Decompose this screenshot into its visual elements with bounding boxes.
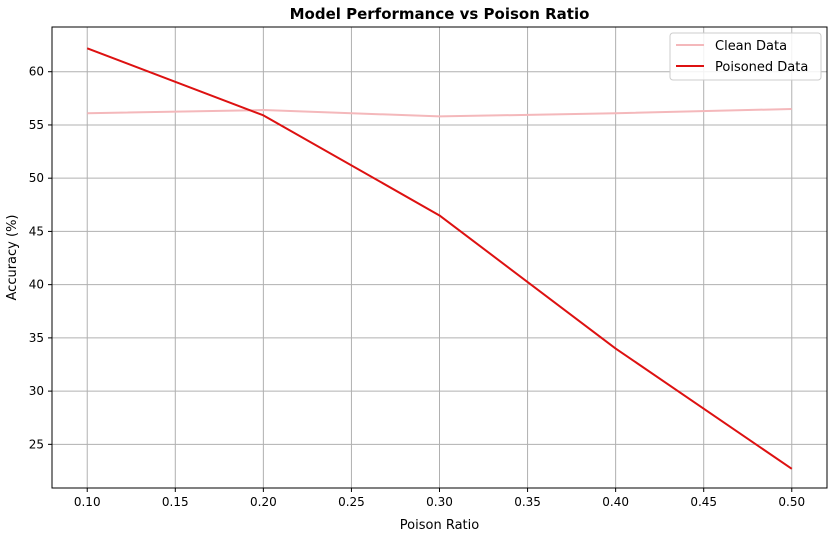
chart-title: Model Performance vs Poison Ratio xyxy=(290,5,590,23)
legend-label: Poisoned Data xyxy=(715,60,808,75)
x-tick-label: 0.50 xyxy=(778,495,805,509)
legend: Clean Data Poisoned Data xyxy=(669,32,822,81)
legend-box xyxy=(669,32,822,81)
series-line-poisoned-data xyxy=(86,47,793,470)
y-tick-label: 55 xyxy=(29,118,44,132)
x-tick-label: 0.40 xyxy=(602,495,629,509)
x-tick-label: 0.45 xyxy=(690,495,717,509)
series-line-clean-data xyxy=(87,107,792,118)
y-tick-label: 40 xyxy=(29,278,44,292)
y-axis-label: Accuracy (%) xyxy=(5,215,20,301)
x-axis-label: Poison Ratio xyxy=(400,518,479,533)
legend-label: Clean Data xyxy=(715,39,787,54)
x-tick-label: 0.35 xyxy=(514,495,541,509)
series-lines xyxy=(86,47,793,470)
y-tick-label: 60 xyxy=(29,65,44,79)
x-tick-label: 0.20 xyxy=(250,495,277,509)
y-tick-label: 35 xyxy=(29,331,44,345)
x-tick-label: 0.25 xyxy=(338,495,365,509)
y-tick-label: 25 xyxy=(29,437,44,451)
grid xyxy=(52,27,827,488)
y-tick-label: 30 xyxy=(29,384,44,398)
x-axis-ticks: 0.10 0.15 0.20 0.25 0.30 0.35 0.40 0.45 0.50 xyxy=(74,488,805,509)
x-tick-label: 0.15 xyxy=(162,495,189,509)
y-axis-ticks: 25 30 35 40 45 50 55 60 xyxy=(29,65,52,451)
x-tick-label: 0.30 xyxy=(426,495,453,509)
x-tick-label: 0.10 xyxy=(74,495,101,509)
y-tick-label: 45 xyxy=(29,224,44,238)
y-tick-label: 50 xyxy=(29,171,44,185)
